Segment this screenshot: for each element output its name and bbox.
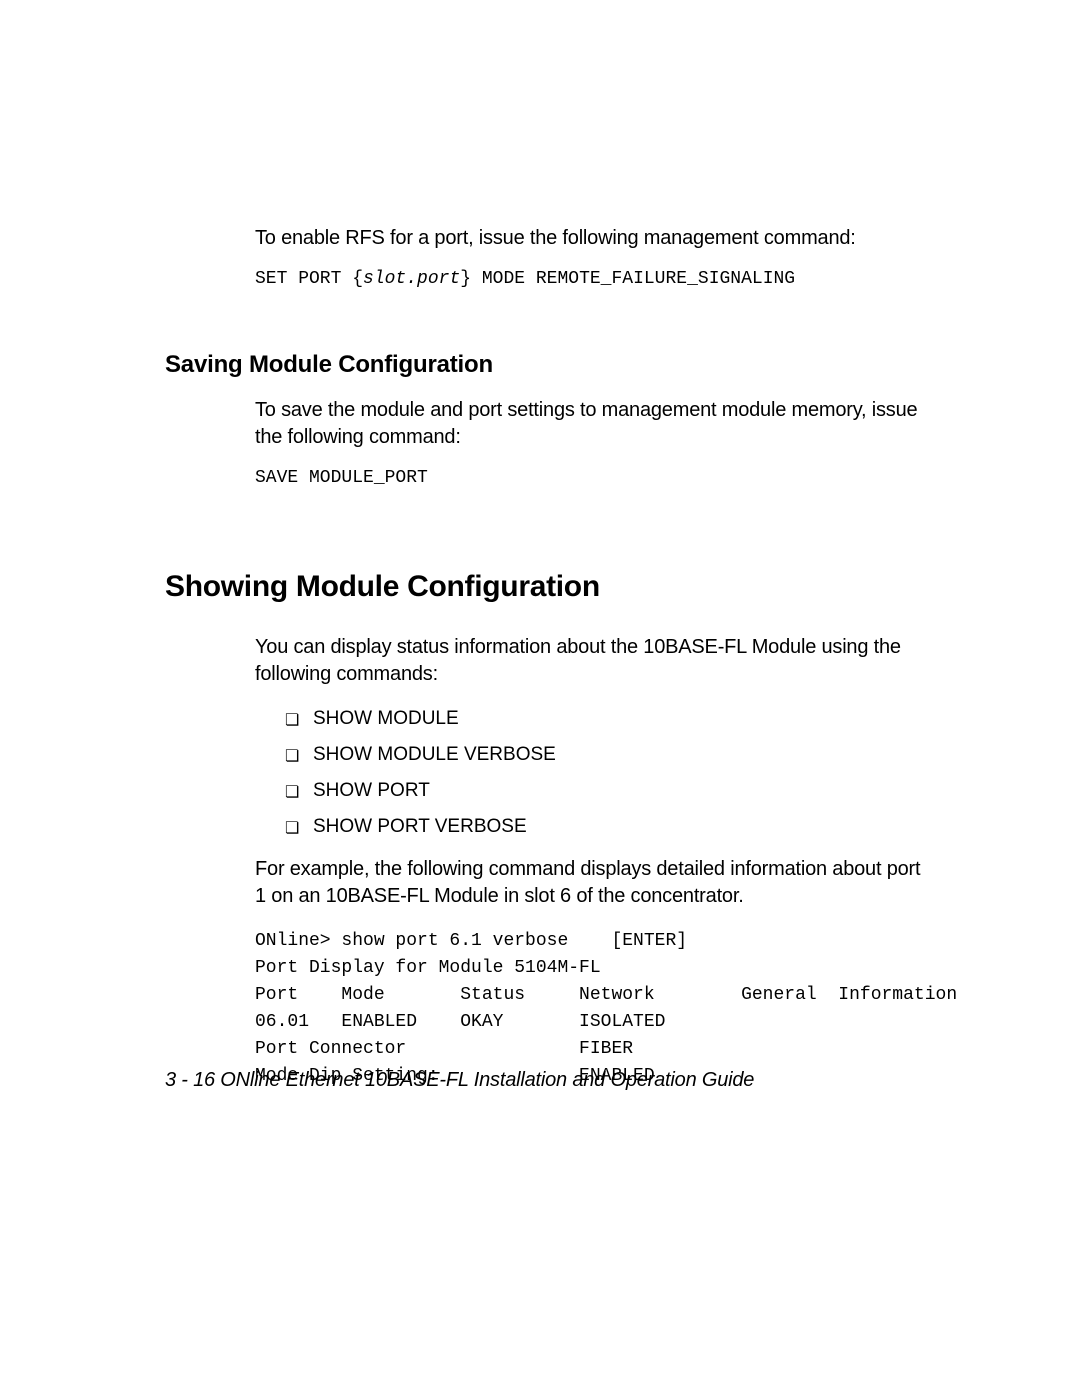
bullet-icon: ❏ [285,782,313,802]
terminal-output: ONline> show port 6.1 verbose [ENTER] Po… [255,928,925,1090]
saving-body: To save the module and port settings to … [255,397,925,451]
saving-heading: Saving Module Configuration [165,351,925,379]
showing-heading: Showing Module Configuration [165,570,925,604]
cmd-suffix: } MODE REMOTE_FAILURE_SIGNALING [460,269,795,289]
content-area: To enable RFS for a port, issue the foll… [165,225,925,1090]
page-footer: 3 - 16 ONline Ethernet 10BASE-FL Install… [165,1069,754,1092]
bullet-icon: ❏ [285,818,313,838]
cmd-param: slot.port [363,269,460,289]
showing-body: You can display status information about… [255,634,925,688]
list-item-label: SHOW MODULE VERBOSE [313,744,556,766]
command-list: ❏ SHOW MODULE ❏ SHOW MODULE VERBOSE ❏ SH… [255,708,925,838]
list-item: ❏ SHOW PORT [285,780,925,802]
list-item: ❏ SHOW PORT VERBOSE [285,816,925,838]
list-item-label: SHOW MODULE [313,708,459,730]
bullet-icon: ❏ [285,746,313,766]
list-item: ❏ SHOW MODULE VERBOSE [285,744,925,766]
example-intro: For example, the following command displ… [255,856,925,910]
cmd-prefix: SET PORT { [255,269,363,289]
page-number: 3 - 16 [165,1069,215,1091]
list-item: ❏ SHOW MODULE [285,708,925,730]
page: To enable RFS for a port, issue the foll… [0,0,1080,1397]
footer-title: ONline Ethernet 10BASE-FL Installation a… [215,1069,754,1091]
list-item-label: SHOW PORT [313,780,430,802]
bullet-icon: ❏ [285,710,313,730]
rfs-command: SET PORT {slot.port} MODE REMOTE_FAILURE… [255,266,925,293]
list-item-label: SHOW PORT VERBOSE [313,816,527,838]
rfs-intro-text: To enable RFS for a port, issue the foll… [255,225,925,252]
saving-command: SAVE MODULE_PORT [255,465,925,492]
